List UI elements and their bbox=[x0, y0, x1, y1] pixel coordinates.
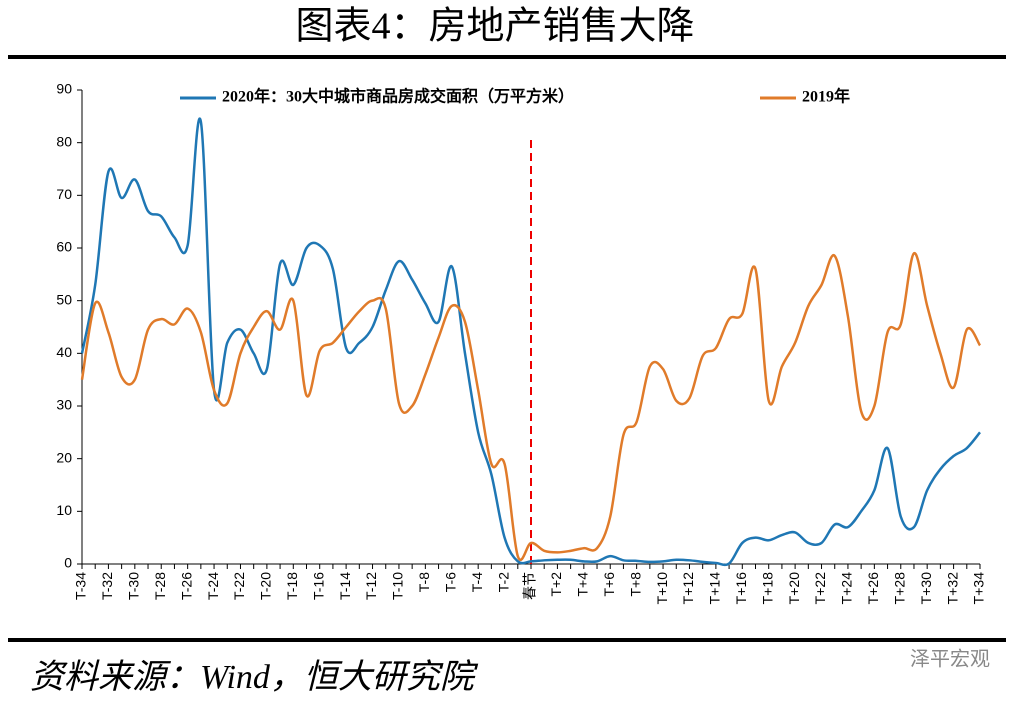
y-tick-label: 30 bbox=[56, 397, 72, 413]
y-tick-label: 20 bbox=[56, 449, 72, 465]
y-tick-label: 10 bbox=[56, 502, 72, 518]
y-tick-label: 90 bbox=[56, 81, 72, 97]
x-tick-label: T+18 bbox=[759, 572, 775, 605]
y-tick-label: 70 bbox=[56, 186, 72, 202]
line-series bbox=[80, 252, 982, 561]
y-tick-label: 40 bbox=[56, 344, 72, 360]
x-tick-label: T+6 bbox=[601, 572, 617, 597]
x-tick-label: T-8 bbox=[416, 572, 432, 592]
x-tick-label: T+30 bbox=[918, 572, 934, 605]
y-tick-label: 80 bbox=[56, 133, 72, 149]
y-tick-label: 60 bbox=[56, 239, 72, 255]
x-tick-label: T+22 bbox=[812, 572, 828, 605]
watermark: 泽平宏观 bbox=[910, 647, 990, 671]
x-tick-label: T-32 bbox=[99, 572, 115, 600]
x-tick-label: T-2 bbox=[495, 572, 511, 592]
x-tick-label: T-34 bbox=[73, 572, 89, 600]
x-tick-label: T+8 bbox=[627, 572, 643, 597]
x-tick-label: 春节 bbox=[522, 572, 538, 600]
bottom-rule bbox=[8, 638, 1006, 642]
x-tick-label: T+32 bbox=[944, 572, 960, 605]
x-tick-label: T+24 bbox=[839, 572, 855, 605]
y-tick-label: 0 bbox=[64, 555, 72, 571]
x-tick-label: T+16 bbox=[733, 572, 749, 605]
x-tick-label: T-24 bbox=[205, 572, 221, 600]
x-tick-label: T-10 bbox=[390, 572, 406, 600]
x-tick-label: T-18 bbox=[284, 572, 300, 600]
y-tick-label: 50 bbox=[56, 291, 72, 307]
legend-label: 2020年：30大中城市商品房成交面积（万平方米） bbox=[222, 87, 574, 106]
x-tick-label: T-14 bbox=[337, 572, 353, 600]
x-tick-label: T+4 bbox=[575, 572, 591, 597]
x-tick-label: T+10 bbox=[654, 572, 670, 605]
x-tick-label: T-12 bbox=[363, 572, 379, 600]
x-tick-label: T-26 bbox=[178, 572, 194, 600]
x-tick-label: T-4 bbox=[469, 572, 485, 592]
x-tick-label: T-20 bbox=[258, 572, 274, 600]
top-rule bbox=[8, 55, 1006, 59]
x-tick-label: T-6 bbox=[442, 572, 458, 592]
chart-title: 图表4：房地产销售大降 bbox=[295, 6, 694, 48]
legend-label: 2019年 bbox=[802, 87, 850, 106]
x-tick-label: T-30 bbox=[126, 572, 142, 600]
x-tick-label: T+12 bbox=[680, 572, 696, 605]
x-tick-label: T+34 bbox=[971, 572, 987, 605]
x-tick-label: T+26 bbox=[865, 572, 881, 605]
x-tick-label: T+20 bbox=[786, 572, 802, 605]
x-tick-label: T-28 bbox=[152, 572, 168, 600]
x-tick-label: T-16 bbox=[310, 572, 326, 600]
x-tick-label: T+28 bbox=[891, 572, 907, 605]
source: 资料来源：Wind，恒大研究院 bbox=[30, 659, 479, 696]
x-tick-label: T-22 bbox=[231, 572, 247, 600]
x-tick-label: T+2 bbox=[548, 572, 564, 597]
x-tick-label: T+14 bbox=[707, 572, 723, 605]
